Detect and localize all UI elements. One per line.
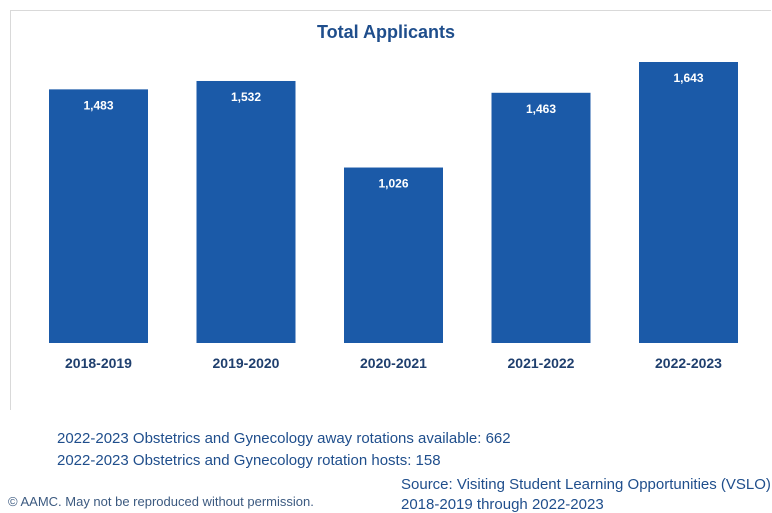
bar-value-label: 1,532 [231,90,261,104]
bar-value-label: 1,483 [83,98,113,112]
bar-2018-2019 [49,89,148,343]
bar-2022-2023 [639,62,738,343]
category-label: 2022-2023 [655,355,722,371]
category-label: 2019-2020 [213,355,280,371]
bar-2021-2022 [491,92,591,343]
source-line-1: Source: Visiting Student Learning Opport… [401,476,772,493]
category-label: 2021-2022 [508,355,575,371]
chart-title: Total Applicants [316,22,455,42]
bar-2020-2021 [344,167,443,343]
bar-value-label: 1,026 [378,177,408,191]
away-rotations-note: 2022-2023 Obstetrics and Gynecology away… [57,430,511,447]
rotation-hosts-note: 2022-2023 Obstetrics and Gynecology rota… [57,452,441,469]
bar-value-label: 1,463 [526,102,556,116]
bar-value-label: 1,643 [673,71,703,85]
bar-chart: 1,483 2018-2019 1,532 2019-2020 1,026 2020-20… [49,62,738,371]
bar-2019-2020 [196,80,296,343]
category-label: 2018-2019 [65,355,132,371]
chart-frame [10,10,771,410]
copyright-notice: © AAMC. May not be reproduced without pe… [8,494,314,509]
category-label: 2020-2021 [360,355,427,371]
source-line-2: 2018-2019 through 2022-2023 [401,496,604,513]
